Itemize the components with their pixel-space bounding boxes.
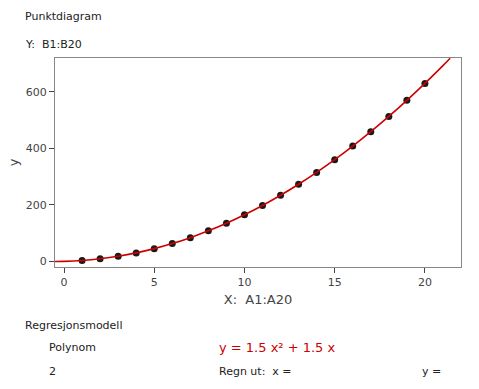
svg-text:Y: B1:B20: Y: B1:B20 bbox=[25, 38, 82, 51]
svg-text:10: 10 bbox=[237, 276, 251, 289]
svg-text:y =: y = bbox=[422, 365, 441, 378]
svg-text:20: 20 bbox=[418, 276, 432, 289]
svg-text:400: 400 bbox=[26, 142, 47, 155]
svg-text:5: 5 bbox=[151, 276, 158, 289]
svg-text:y = 1.5 x² + 1.5 x: y = 1.5 x² + 1.5 x bbox=[219, 340, 336, 355]
svg-text:Polynom: Polynom bbox=[49, 341, 96, 354]
svg-text:Regn ut: x =: Regn ut: x = bbox=[219, 365, 292, 378]
svg-text:0: 0 bbox=[61, 276, 68, 289]
svg-text:X: A1:A20: X: A1:A20 bbox=[224, 292, 293, 307]
svg-text:200: 200 bbox=[26, 199, 47, 212]
svg-text:y: y bbox=[6, 158, 21, 166]
svg-text:0: 0 bbox=[40, 255, 47, 268]
svg-text:15: 15 bbox=[328, 276, 342, 289]
svg-text:600: 600 bbox=[26, 86, 47, 99]
svg-text:Punktdiagram: Punktdiagram bbox=[25, 10, 102, 23]
svg-text:2: 2 bbox=[49, 365, 56, 378]
svg-text:Regresjonsmodell: Regresjonsmodell bbox=[25, 319, 122, 332]
